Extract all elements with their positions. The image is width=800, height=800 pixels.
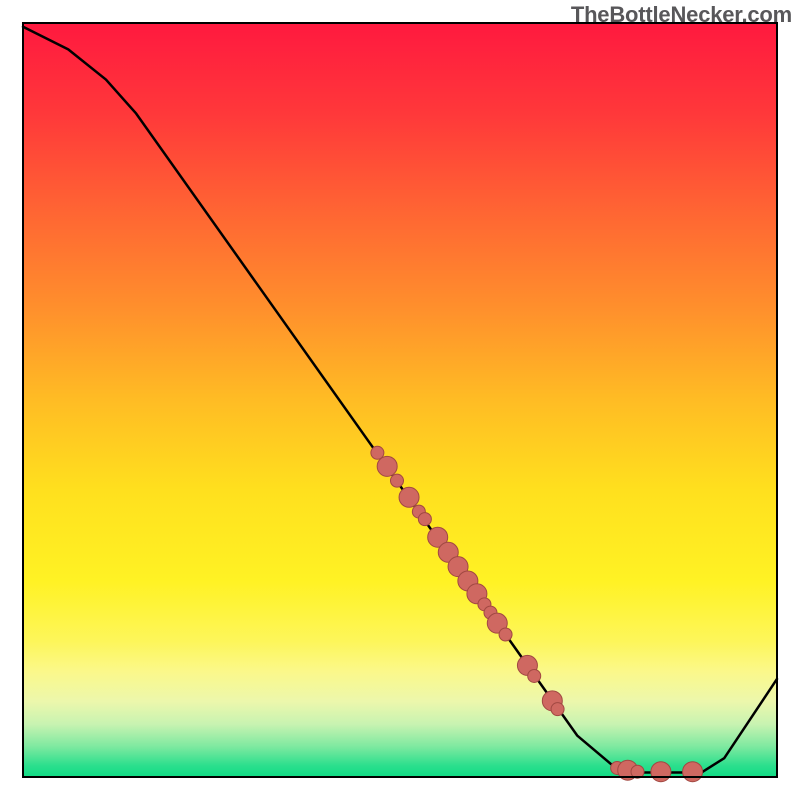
chart-container: TheBottleNecker.com [0,0,800,800]
watermark-label: TheBottleNecker.com [571,2,792,28]
marker-point [551,703,564,716]
marker-point [683,762,703,782]
marker-point [399,487,419,507]
marker-point [499,628,512,641]
bottleneck-chart [0,0,800,800]
marker-point [418,513,431,526]
chart-background [23,23,777,777]
marker-point [390,474,403,487]
marker-point [528,669,541,682]
marker-point [377,456,397,476]
marker-point [651,762,671,782]
